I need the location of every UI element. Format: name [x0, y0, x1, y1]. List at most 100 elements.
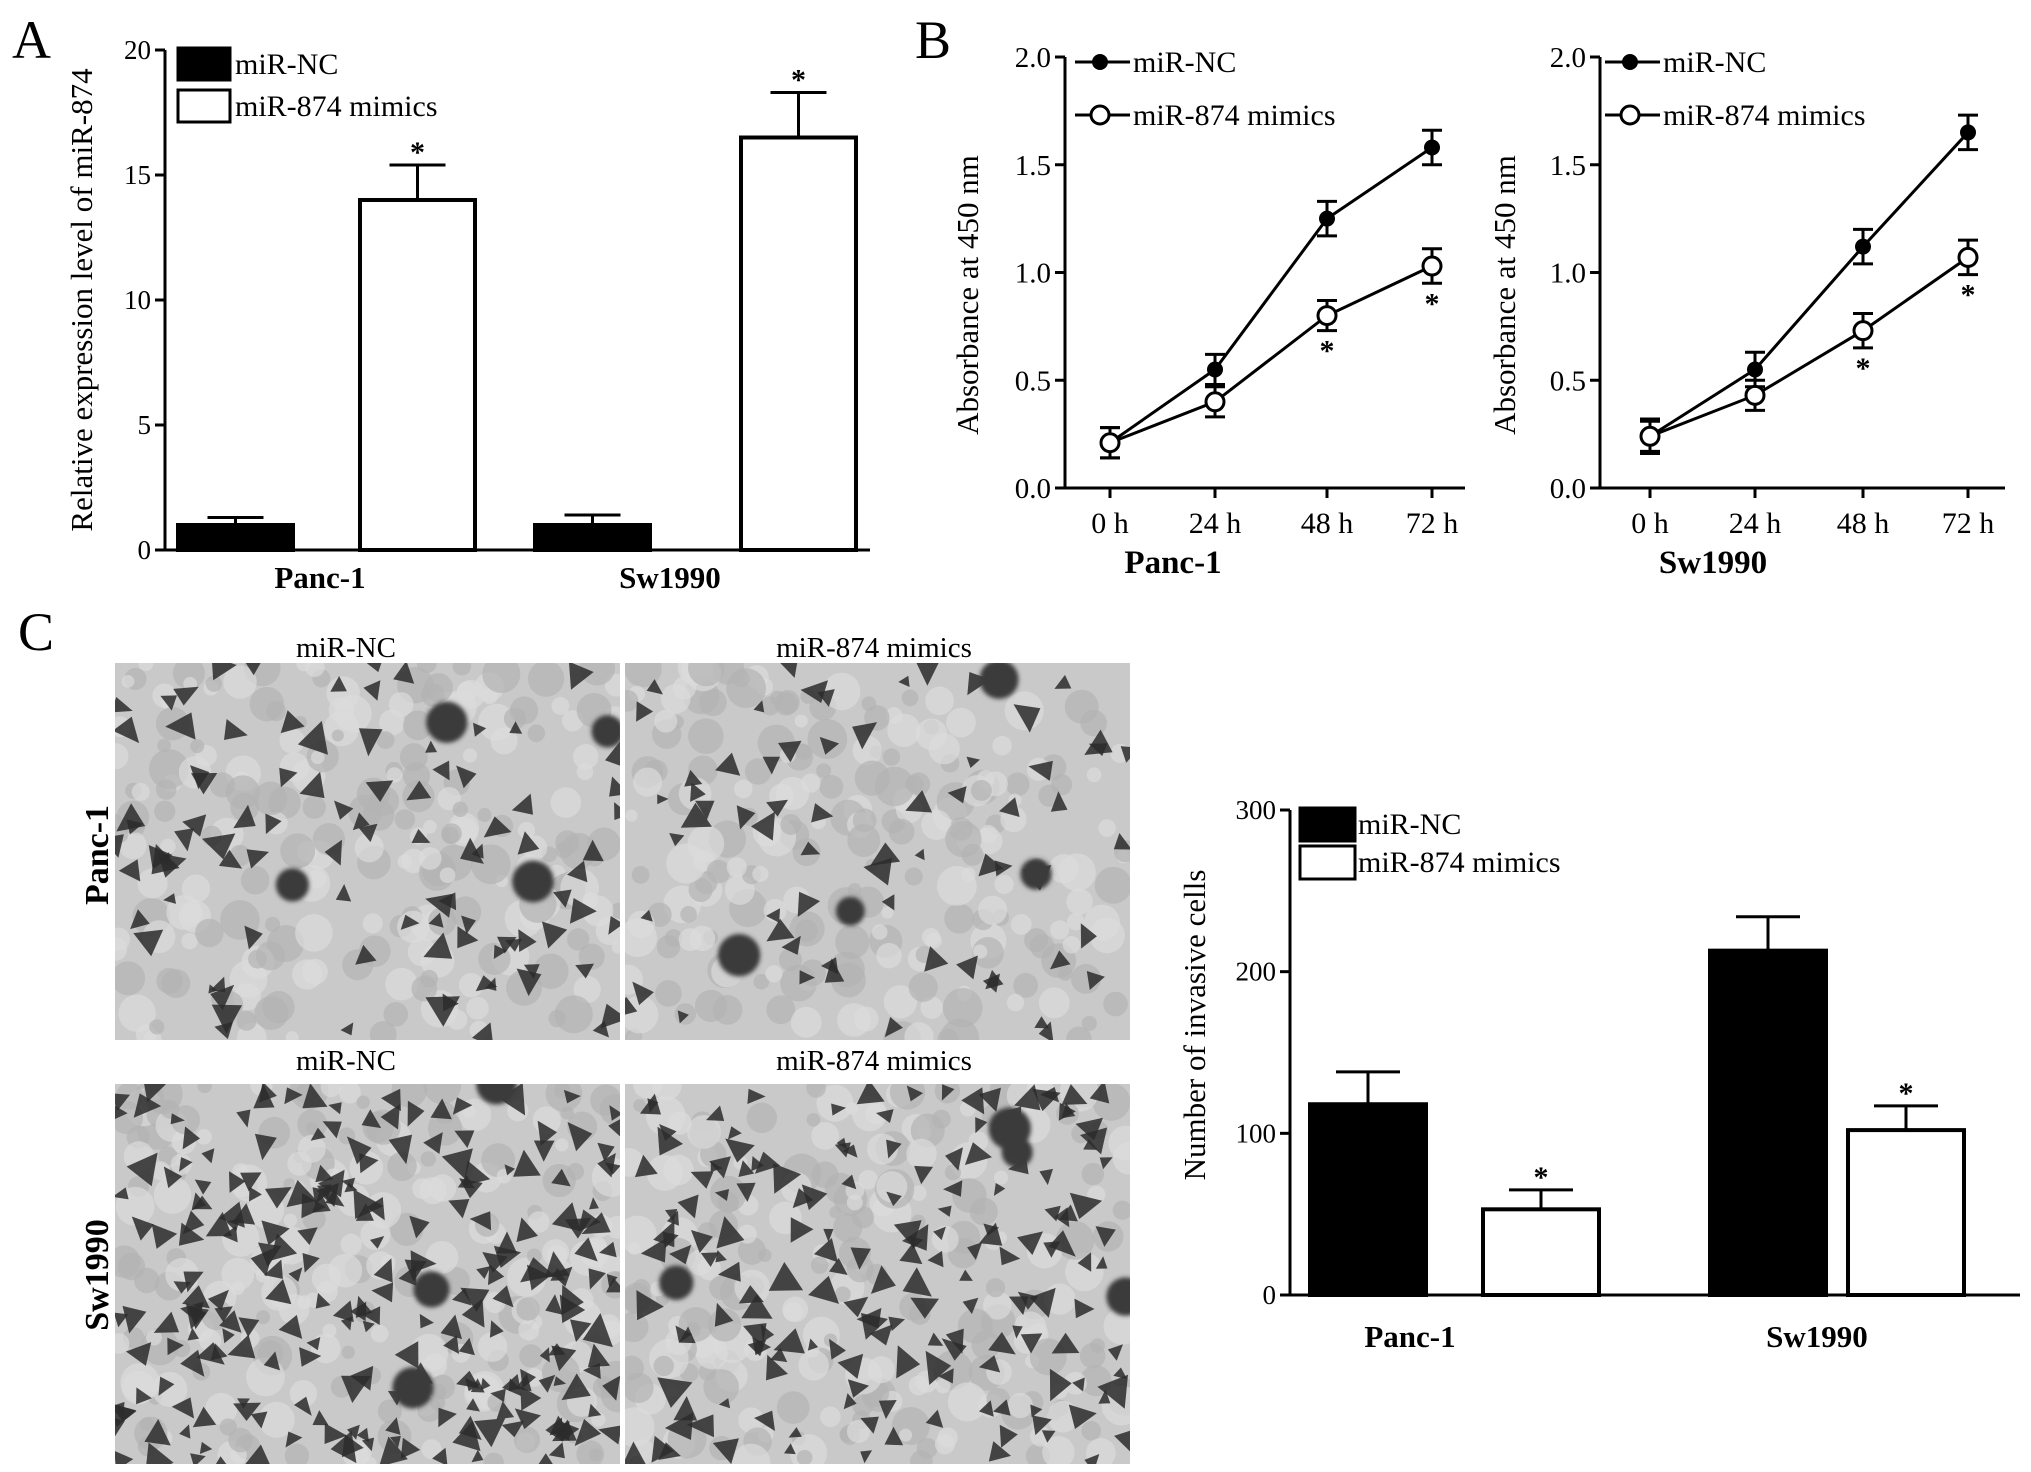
- stained-cell: [736, 805, 756, 830]
- stained-cell: [370, 1236, 385, 1249]
- tick-label: 1.0: [1550, 258, 1586, 290]
- texture-dot: [483, 1452, 504, 1464]
- stained-cell: [592, 1021, 609, 1038]
- texture-dot: [160, 838, 176, 855]
- texture-dot: [678, 928, 702, 952]
- stained-cell: [834, 1142, 851, 1158]
- stained-cell: [222, 1226, 238, 1243]
- data-point: [1316, 305, 1338, 327]
- texture-dot: [688, 663, 725, 687]
- legend-label-mimics: miR-874 mimics: [1133, 99, 1336, 132]
- texture-dot: [852, 808, 877, 833]
- legend-label-nc: miR-NC: [1133, 46, 1236, 79]
- significance-star: *: [1425, 287, 1440, 320]
- stained-cell: [432, 1447, 448, 1464]
- stained-cell: [438, 1407, 457, 1428]
- stained-cell: [302, 1253, 320, 1273]
- stained-cell: [870, 842, 901, 866]
- tick-label: 1.0: [1015, 258, 1051, 290]
- stained-cell: [341, 1434, 364, 1458]
- stained-cell: [966, 756, 980, 768]
- texture-dot: [1108, 1125, 1130, 1161]
- stained-cell: [754, 1410, 775, 1431]
- texture-dot: [1042, 1436, 1075, 1464]
- stained-cell: [240, 1172, 262, 1192]
- texture-dot: [653, 1355, 674, 1377]
- texture-dot: [625, 1372, 654, 1404]
- stained-cell: [318, 1169, 345, 1198]
- stained-cell: [634, 1154, 658, 1178]
- stained-cell: [330, 676, 347, 692]
- texture-dot: [706, 859, 731, 884]
- texture-dot: [548, 1009, 566, 1028]
- stained-cell: [605, 741, 620, 766]
- texture-dot: [283, 1213, 298, 1228]
- stained-cell: [335, 884, 352, 902]
- stained-cell: [423, 932, 453, 959]
- data-point: [1421, 255, 1443, 277]
- cell-cluster: [835, 896, 865, 926]
- chart-b1-legend: miR-NC miR-874 mimics: [1075, 46, 1336, 132]
- stained-cell: [725, 1138, 755, 1163]
- stained-cell: [469, 1211, 492, 1231]
- bar: [1846, 1128, 1966, 1297]
- texture-dot: [852, 735, 883, 766]
- stained-cell: [192, 1406, 217, 1428]
- texture-dot: [1050, 774, 1073, 796]
- panel-letter-c: C: [18, 602, 54, 662]
- texture-dot: [992, 735, 1012, 756]
- texture-dot: [688, 718, 724, 754]
- chart-b1-series: **: [1099, 128, 1443, 460]
- stained-cell: [355, 1203, 374, 1221]
- chart-b1-ticks: 0.0 0.5 1.0 1.5 2.0 0 h 24 h 48 h 72 h: [1015, 42, 1465, 540]
- stained-cell: [499, 1084, 526, 1116]
- stained-cell: [363, 680, 381, 701]
- texture-dot: [456, 681, 478, 702]
- texture-dot: [555, 1138, 569, 1152]
- stained-cell: [518, 929, 537, 952]
- texture-dot: [148, 749, 189, 789]
- chart-c-ylabel: Number of invasive cells: [1177, 870, 1212, 1181]
- stained-cell: [483, 816, 512, 838]
- tick-label: 0: [1263, 1280, 1277, 1310]
- texture-dot: [625, 809, 638, 822]
- stained-cell: [657, 1126, 683, 1156]
- texture-dot: [223, 665, 257, 699]
- stained-cell: [999, 1246, 1021, 1266]
- texture-dot: [979, 825, 998, 844]
- stained-cell: [361, 1437, 375, 1452]
- texture-dot: [1103, 991, 1128, 1017]
- cell-cluster: [979, 663, 1019, 699]
- stained-cell: [979, 1400, 994, 1417]
- texture-dot: [195, 918, 224, 948]
- stained-cell: [780, 663, 798, 678]
- texture-dot: [978, 895, 1008, 925]
- texture-dot: [154, 800, 176, 822]
- stained-cell: [614, 802, 620, 820]
- texture-dot: [153, 1176, 192, 1214]
- texture-dot: [861, 696, 877, 712]
- stained-cell: [286, 1180, 317, 1208]
- texture-dot: [403, 710, 433, 741]
- stained-cell: [1050, 791, 1068, 812]
- stained-cell: [1032, 1415, 1052, 1436]
- stained-cell: [993, 1399, 1011, 1416]
- cell-cluster: [1020, 858, 1052, 890]
- stained-cell: [224, 719, 248, 740]
- texture-dot: [744, 758, 772, 785]
- stained-cell: [1050, 950, 1071, 970]
- texture-dot: [1089, 917, 1125, 954]
- cell-cluster: [717, 933, 761, 977]
- texture-dot: [555, 841, 573, 859]
- stained-cell: [517, 831, 540, 855]
- stained-cell: [341, 1177, 356, 1189]
- stained-cell: [886, 1139, 902, 1159]
- texture-dot: [731, 669, 750, 688]
- cell-cluster: [512, 860, 554, 903]
- stained-cell: [941, 1338, 967, 1361]
- texture-dot: [420, 969, 438, 988]
- cell-cluster: [591, 715, 620, 748]
- stained-cell: [659, 1124, 677, 1141]
- legend-label-nc: miR-NC: [235, 48, 338, 81]
- texture-dot: [533, 953, 569, 989]
